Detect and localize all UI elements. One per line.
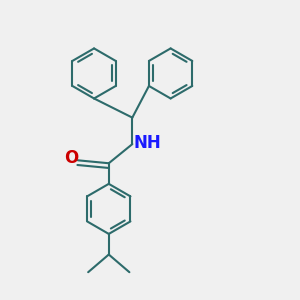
Text: O: O [64,149,79,167]
Text: NH: NH [134,134,161,152]
